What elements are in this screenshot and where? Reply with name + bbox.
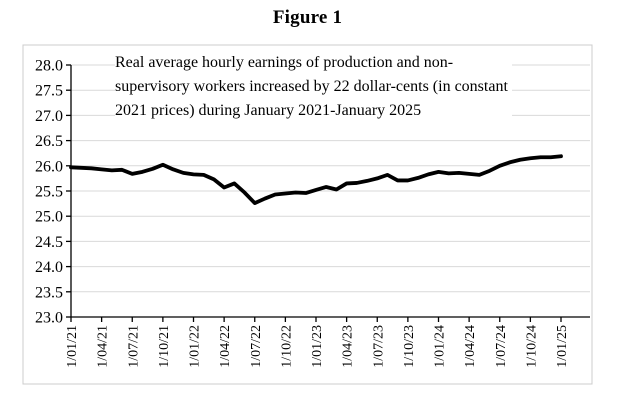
x-tick-label: 1/10/23 — [402, 325, 417, 368]
y-tick-label: 23.5 — [35, 284, 63, 301]
x-tick-label: 1/07/23 — [371, 325, 386, 368]
x-tick-label: 1/04/21 — [96, 325, 111, 368]
x-tick-label: 1/10/21 — [157, 325, 172, 368]
chart-annotation: Real average hourly earnings of producti… — [115, 51, 512, 123]
y-tick-label: 28.0 — [35, 58, 63, 75]
y-tick-label: 27.0 — [35, 108, 63, 125]
y-tick-label: 27.5 — [35, 83, 63, 100]
annotation-line-2: supervisory workers increased by 22 doll… — [115, 78, 508, 95]
annotation-line-3: 2021 prices) during January 2021-January… — [115, 102, 422, 119]
annotation-line-1: Real average hourly earnings of producti… — [115, 54, 454, 71]
y-tick-label: 23.0 — [35, 310, 63, 327]
x-tick-label: 1/04/23 — [341, 325, 356, 368]
y-tick-label: 24.5 — [35, 234, 63, 251]
y-tick-label: 25.0 — [35, 209, 63, 226]
x-tick-label: 1/07/22 — [249, 325, 264, 368]
x-tick-label: 1/04/22 — [218, 325, 233, 368]
x-tick-label: 1/07/21 — [126, 325, 141, 368]
x-tick-label: 1/10/24 — [524, 325, 539, 368]
x-tick-label: 1/01/22 — [188, 325, 203, 368]
x-axis: 1/01/21 1/04/21 1/07/21 1/10/21 1/01/22 1/04/… — [65, 316, 590, 368]
y-tick-label: 26.0 — [35, 158, 63, 175]
x-tick-label: 1/01/23 — [310, 325, 325, 368]
earnings-line-series — [69, 154, 563, 206]
figure-title: Figure 1 — [272, 7, 343, 28]
x-tick-label: 1/01/21 — [65, 325, 80, 368]
x-tick-label: 1/04/24 — [463, 325, 478, 368]
y-tick-label: 25.5 — [35, 184, 63, 201]
x-tick-label: 1/10/22 — [279, 325, 294, 368]
x-tick-label: 1/01/24 — [433, 325, 448, 368]
y-tick-label: 26.5 — [35, 133, 63, 150]
x-tick-label: 1/07/24 — [494, 325, 509, 368]
x-tick-label: 1/01/25 — [555, 325, 570, 368]
y-tick-label: 24.0 — [35, 259, 63, 276]
y-axis: 28.0 27.5 27.0 26.5 26.0 25.5 25.0 24.5 24.0 23.5… — [35, 58, 72, 327]
